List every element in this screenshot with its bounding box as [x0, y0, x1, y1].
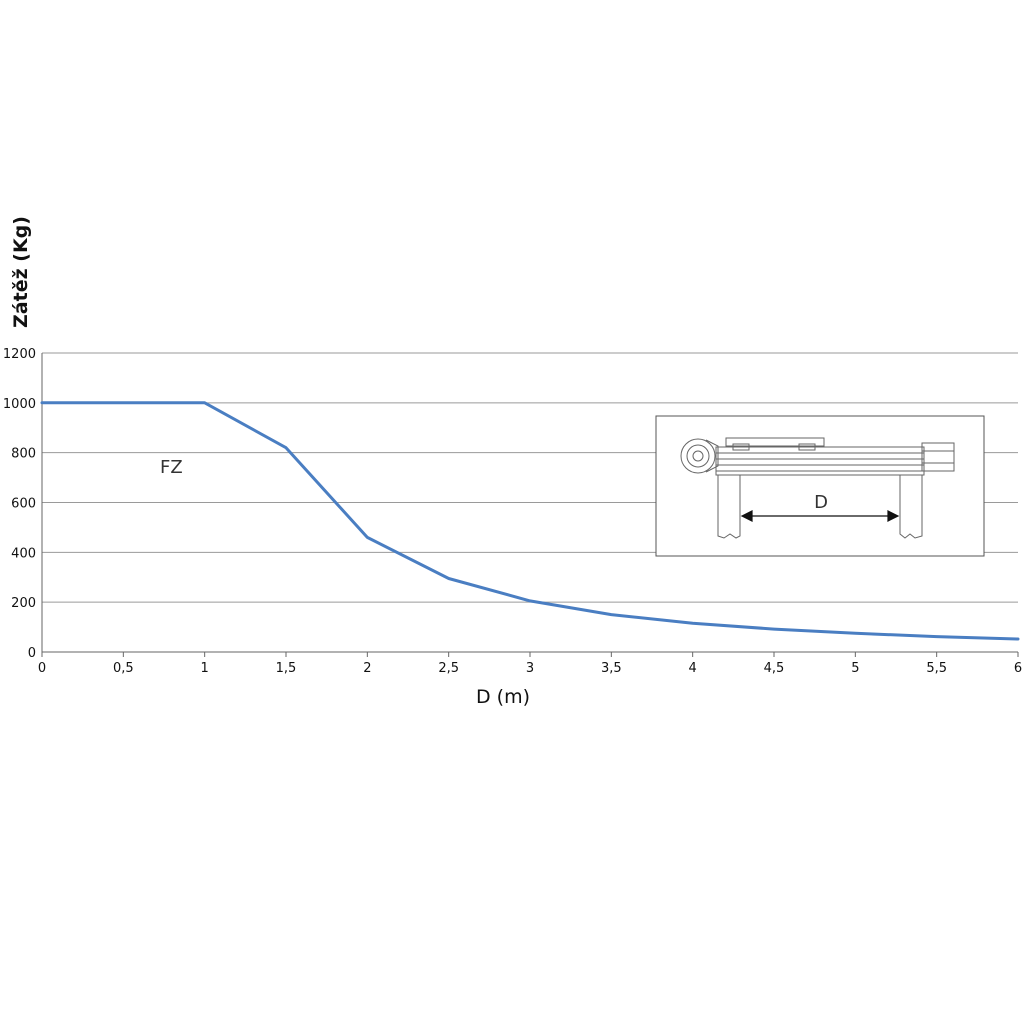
x-axis-title: D (m) — [476, 686, 530, 708]
x-tick-label: 2 — [363, 661, 371, 676]
x-tick-label: 4 — [689, 661, 697, 676]
series-layer — [40, 401, 1020, 641]
x-tick-label: 3 — [526, 661, 534, 676]
x-tick-label: 1,5 — [276, 661, 297, 676]
series-line-fz — [40, 401, 1020, 641]
x-tick-label: 0,5 — [113, 661, 134, 676]
x-tick-label: 2,5 — [438, 661, 459, 676]
x-tick-label: 5 — [851, 661, 859, 676]
y-tick-label: 200 — [11, 596, 36, 611]
inset-dimension-label: D — [814, 492, 828, 513]
x-tick-label: 3,5 — [601, 661, 622, 676]
tick-labels: 0 200 400 600 800 1000 1200 0 0,5 1 1,5 2 2,5 3 3,5 4 4,… — [3, 347, 1022, 676]
inset-frame — [655, 415, 985, 557]
x-tick-label: 4,5 — [764, 661, 785, 676]
conveyor-drawing — [680, 437, 955, 539]
y-tick-label: 1200 — [3, 347, 36, 362]
series-annotation: FZ — [160, 457, 183, 478]
y-axis-title: Zátěž (Kg) — [10, 216, 32, 328]
y-tick-label: 400 — [11, 546, 36, 561]
x-tick-label: 6 — [1014, 661, 1022, 676]
inset-schematic: D — [655, 415, 985, 557]
x-tick-label: 1 — [201, 661, 209, 676]
x-tick-label: 5,5 — [926, 661, 947, 676]
y-tick-label: 0 — [28, 646, 36, 661]
y-tick-label: 600 — [11, 497, 36, 512]
y-tick-label: 1000 — [3, 397, 36, 412]
x-tick-label: 0 — [38, 661, 46, 676]
dimension-arrow — [740, 510, 900, 522]
y-tick-label: 800 — [11, 447, 36, 462]
